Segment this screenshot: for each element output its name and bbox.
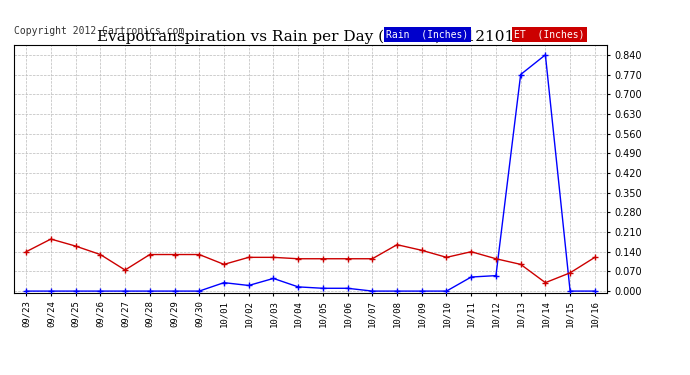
Text: ET  (Inches): ET (Inches)	[514, 29, 584, 39]
Title: Evapotranspiration vs Rain per Day (Inches) 20121017: Evapotranspiration vs Rain per Day (Inch…	[97, 30, 524, 44]
Text: Copyright 2012 Cartronics.com: Copyright 2012 Cartronics.com	[14, 26, 185, 36]
Text: Rain  (Inches): Rain (Inches)	[386, 29, 469, 39]
